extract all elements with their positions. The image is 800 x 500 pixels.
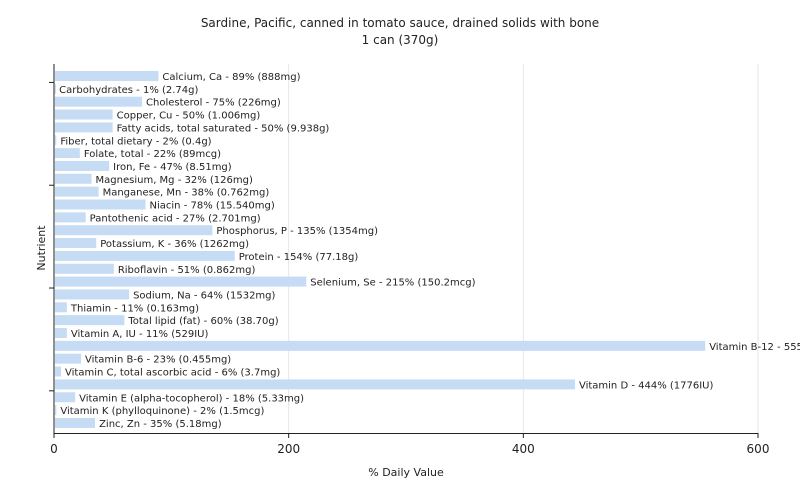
x-tick-label: 200 <box>277 442 300 456</box>
bar <box>55 148 80 159</box>
axes: 0 200 400 600 <box>49 64 769 456</box>
bar <box>55 340 706 351</box>
bars: Calcium, Ca - 89% (888mg) Carbohydrates -… <box>55 71 800 430</box>
bar <box>55 289 130 300</box>
bar <box>55 186 99 197</box>
bar <box>55 366 62 377</box>
bar <box>55 71 159 81</box>
bar <box>55 417 96 428</box>
bar-label: Calcium, Ca - 89% (888mg) <box>162 72 300 83</box>
gridlines <box>288 64 759 433</box>
bar-label: Magnesium, Mg - 32% (126mg) <box>96 175 253 186</box>
chart-title: Sardine, Pacific, canned in tomato sauce… <box>201 16 599 30</box>
x-tick-label: 400 <box>512 442 535 456</box>
bar-label: Fatty acids, total saturated - 50% (9.93… <box>117 123 330 134</box>
bar <box>55 135 57 146</box>
bar-label: Folate, total - 22% (89mcg) <box>84 149 221 160</box>
bar-label: Riboflavin - 51% (0.862mg) <box>118 265 256 276</box>
bar-label: Thiamin - 11% (0.163mg) <box>70 303 199 314</box>
bar-label: Selenium, Se - 215% (150.2mcg) <box>310 278 475 289</box>
x-axis-title: % Daily Value <box>368 466 444 479</box>
bar-label: Fiber, total dietary - 2% (0.4g) <box>60 136 211 147</box>
bar-label: Vitamin C, total ascorbic acid - 6% (3.7… <box>65 368 280 379</box>
bar <box>55 315 125 326</box>
bar-label: Vitamin B-6 - 23% (0.455mg) <box>85 355 231 366</box>
bar <box>55 263 114 274</box>
bar-label: Protein - 154% (77.18g) <box>239 252 359 263</box>
bar <box>55 83 56 94</box>
bar-label: Vitamin D - 444% (1776IU) <box>579 380 714 391</box>
y-axis-title: Nutrient <box>35 225 48 271</box>
bar-label: Niacin - 78% (15.540mg) <box>150 201 275 212</box>
bar <box>55 276 307 287</box>
bar <box>55 109 113 120</box>
bar-label: Vitamin E (alpha-tocopherol) - 18% (5.33… <box>79 393 304 404</box>
bar-label: Iron, Fe - 47% (8.51mg) <box>113 162 232 173</box>
bar-label: Vitamin A, IU - 11% (529IU) <box>71 329 209 340</box>
bar <box>55 199 146 210</box>
bar <box>55 212 86 223</box>
x-tick-label: 0 <box>50 442 58 456</box>
bar <box>55 173 92 184</box>
bar-label: Pantothenic acid - 27% (2.701mg) <box>90 213 261 224</box>
bar-label: Manganese, Mn - 38% (0.762mg) <box>103 188 270 199</box>
bar <box>55 405 57 416</box>
bar <box>55 250 235 261</box>
bar <box>55 238 97 249</box>
bar-label: Sodium, Na - 64% (1532mg) <box>133 290 275 301</box>
bar <box>55 302 67 313</box>
bar <box>55 353 81 364</box>
bar-label: Cholesterol - 75% (226mg) <box>146 98 281 109</box>
bar-label: Copper, Cu - 50% (1.006mg) <box>117 111 261 122</box>
x-tick-label: 600 <box>747 442 770 456</box>
chart-subtitle: 1 can (370g) <box>362 33 439 47</box>
bar-label: Carbohydrates - 1% (2.74g) <box>59 85 198 96</box>
bar-label: Phosphorus, P - 135% (1354mg) <box>216 226 378 237</box>
bar-label: Zinc, Zn - 35% (5.18mg) <box>99 419 222 430</box>
bar <box>55 122 113 133</box>
bar <box>55 392 76 403</box>
bar-label: Total lipid (fat) - 60% (38.70g) <box>127 316 278 327</box>
bar-label: Potassium, K - 36% (1262mg) <box>100 239 249 250</box>
bar <box>55 96 142 107</box>
bar <box>55 379 575 390</box>
bar <box>55 328 67 338</box>
bar-label: Vitamin K (phylloquinone) - 2% (1.5mcg) <box>60 406 264 417</box>
bar <box>55 160 110 171</box>
bar-label: Vitamin B-12 - 555% (33.30mcg) <box>709 342 800 353</box>
bar <box>55 225 213 236</box>
